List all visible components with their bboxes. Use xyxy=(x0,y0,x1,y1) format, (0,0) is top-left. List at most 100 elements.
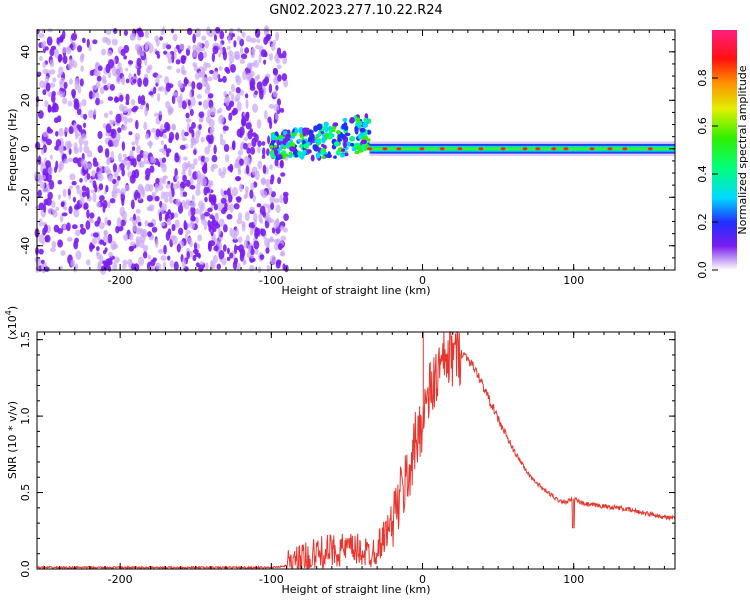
noise-blob xyxy=(66,236,73,242)
noise-blob xyxy=(144,43,149,51)
noise-blob xyxy=(188,90,192,99)
noise-blob xyxy=(117,165,121,173)
noise-blob xyxy=(169,195,173,204)
burst-blob xyxy=(310,154,315,162)
burst-blob xyxy=(327,125,333,131)
noise-blob xyxy=(188,167,192,177)
noise-blob xyxy=(47,166,53,175)
noise-blob xyxy=(88,217,92,223)
noise-blob xyxy=(189,206,196,217)
noise-blob xyxy=(274,243,279,251)
burst-blob xyxy=(282,145,287,150)
noise-blob xyxy=(209,180,214,187)
noise-blob xyxy=(265,33,272,40)
noise-blob xyxy=(231,187,238,197)
noise-blob xyxy=(150,259,156,267)
noise-blob xyxy=(107,201,111,208)
noise-blob xyxy=(142,244,149,252)
noise-blob xyxy=(137,192,141,199)
noise-blob xyxy=(127,117,133,123)
noise-blob xyxy=(244,186,249,193)
x-tick-label: -100 xyxy=(259,274,284,287)
burst-blob xyxy=(290,135,296,139)
noise-blob xyxy=(205,115,211,124)
noise-blob xyxy=(134,43,140,51)
noise-blob xyxy=(63,206,68,211)
noise-blob xyxy=(89,212,95,219)
burst-blob xyxy=(302,149,307,154)
noise-blob xyxy=(261,190,268,199)
noise-blob xyxy=(47,104,52,113)
noise-blob xyxy=(209,214,214,220)
noise-blob xyxy=(38,218,43,227)
noise-blob xyxy=(167,83,174,89)
noise-blob xyxy=(182,191,188,197)
noise-blob xyxy=(173,212,179,218)
noise-blob xyxy=(175,132,180,141)
noise-blob xyxy=(250,37,257,43)
noise-blob xyxy=(112,28,118,35)
noise-blob xyxy=(230,64,236,73)
noise-blob xyxy=(226,46,231,51)
noise-blob xyxy=(66,46,72,55)
burst-blob xyxy=(356,117,361,125)
noise-blob xyxy=(204,156,210,163)
noise-blob xyxy=(88,90,94,100)
burst-blob xyxy=(314,136,319,140)
noise-blob xyxy=(258,53,262,64)
noise-blob xyxy=(204,87,211,95)
noise-blob xyxy=(250,182,255,191)
noise-blob xyxy=(218,249,225,260)
noise-blob xyxy=(230,93,235,101)
noise-blob xyxy=(143,121,148,131)
noise-blob xyxy=(47,92,53,97)
x-tick-label: 100 xyxy=(563,274,584,287)
band-peak xyxy=(396,147,402,151)
noise-blob xyxy=(81,98,87,107)
noise-blob xyxy=(261,154,266,160)
noise-blob xyxy=(281,73,288,82)
noise-blob xyxy=(172,34,178,42)
noise-blob xyxy=(160,191,166,200)
noise-blob xyxy=(39,55,43,62)
x-tick-label: 0 xyxy=(419,573,426,586)
noise-blob xyxy=(273,118,277,124)
burst-blob xyxy=(292,150,299,156)
noise-blob xyxy=(61,212,68,217)
noise-blob xyxy=(107,71,112,79)
noise-blob xyxy=(244,47,250,54)
noise-blob xyxy=(77,85,82,94)
noise-blob xyxy=(35,141,41,150)
noise-blob xyxy=(197,234,203,242)
noise-blob xyxy=(235,75,242,86)
noise-blob xyxy=(236,128,243,138)
noise-blob xyxy=(49,69,56,75)
noise-blob xyxy=(57,179,63,185)
noise-blob xyxy=(153,112,159,117)
burst-blob xyxy=(323,121,329,127)
burst-blob xyxy=(269,145,274,149)
snr-series-line xyxy=(36,330,676,570)
noise-blob xyxy=(132,105,139,111)
noise-blob xyxy=(96,75,102,82)
noise-blob xyxy=(142,151,149,157)
noise-blob xyxy=(99,195,105,202)
noise-blob xyxy=(189,222,195,230)
noise-blob xyxy=(135,236,142,244)
noise-blob xyxy=(92,157,97,164)
noise-blob xyxy=(264,110,268,120)
noise-blob xyxy=(62,29,66,40)
noise-blob xyxy=(99,99,104,105)
noise-blob xyxy=(182,174,188,183)
snr-plot-area xyxy=(37,332,675,569)
noise-blob xyxy=(151,226,158,233)
noise-blob xyxy=(67,143,73,148)
noise-blob xyxy=(207,29,214,38)
noise-blob xyxy=(244,190,249,199)
noise-blob xyxy=(166,217,172,226)
noise-blob xyxy=(132,78,137,84)
noise-blob xyxy=(96,201,101,208)
noise-blob xyxy=(266,264,270,272)
noise-blob xyxy=(190,137,196,144)
